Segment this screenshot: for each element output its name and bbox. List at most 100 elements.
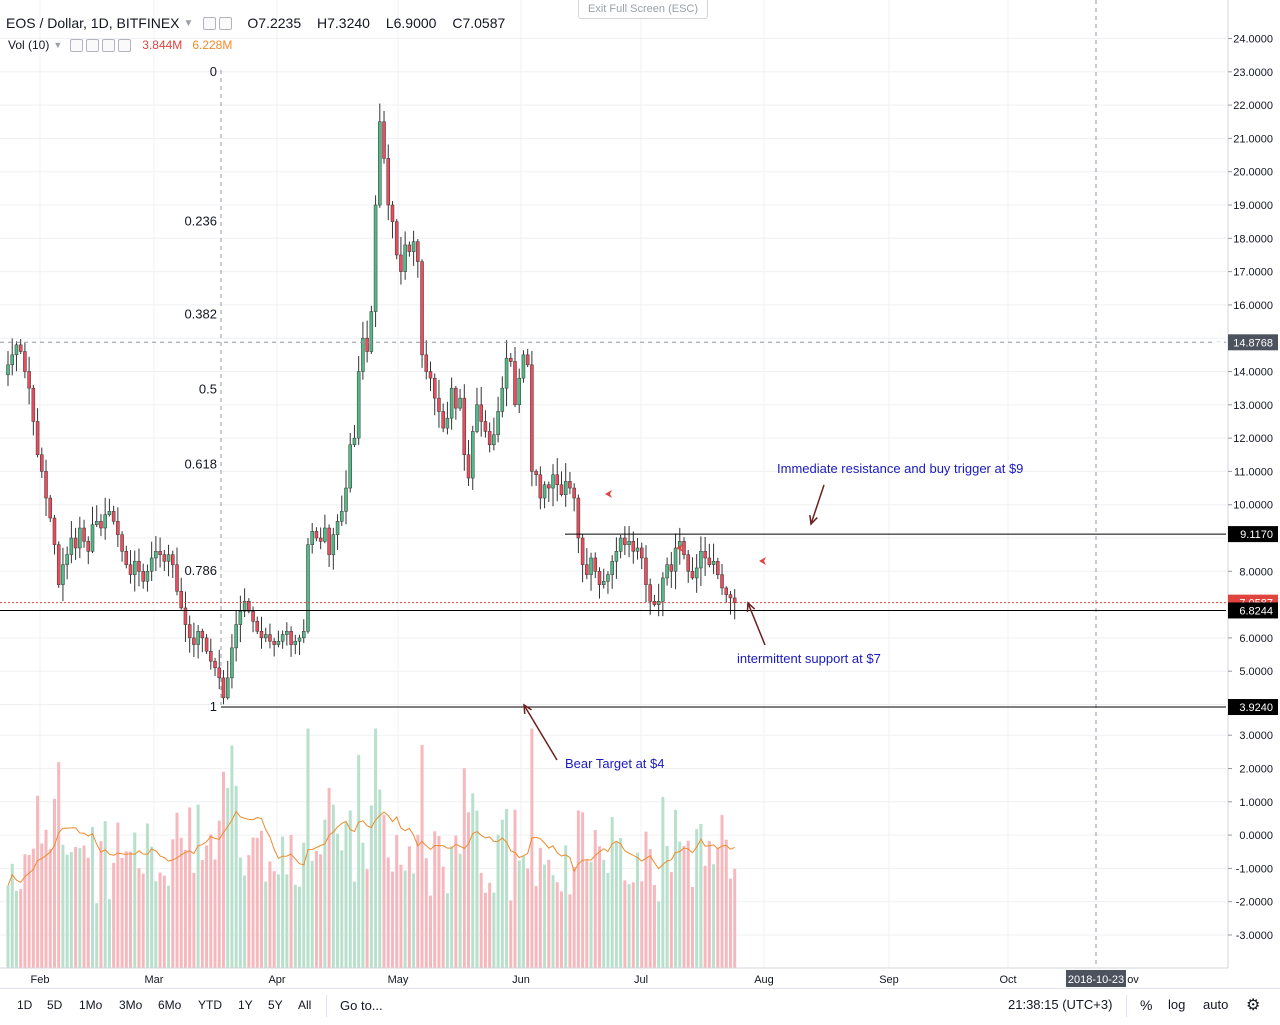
timeframe-ytd[interactable]: YTD [198,998,222,1012]
x-tick-label: Sep [879,974,899,986]
x-tick-label: Aug [754,974,774,986]
volume-bar [276,874,280,968]
volume-bar [572,867,576,968]
crosshair-price-tag: 14.8768 [1233,337,1273,349]
crosshair-price-tag-bg [1228,334,1278,351]
volume-bar [716,847,720,968]
price-chart[interactable]: 0 0.236 0.382 0.5 0.618 0.786 1 Immediate resis… [0,0,1280,988]
x-tick-label: Jul [634,974,648,986]
percent-toggle[interactable]: % [1140,997,1153,1013]
volume-bar [243,875,247,968]
fib-level-label: 0 [210,64,217,79]
volume-bar [217,820,221,968]
timeframe-5y[interactable]: 5Y [268,998,283,1012]
settings-icon[interactable] [86,38,100,52]
volume-ma-line [7,810,735,886]
plus-icon[interactable] [102,38,116,52]
candle-body [145,571,150,582]
candle-body [487,431,492,446]
candle-body [483,421,488,432]
volume-bar [695,829,699,968]
candle-body [394,221,399,256]
volume-bar [145,823,149,968]
volume-bar [703,865,707,968]
candle-body [618,537,623,552]
eye-icon[interactable] [203,16,217,30]
timeframe-1y[interactable]: 1Y [238,998,253,1012]
timeframe-6mo[interactable]: 6Mo [158,998,182,1012]
volume-bar [91,827,94,968]
y-tick-label: -2.0000 [1236,897,1273,909]
candle-body [665,564,669,579]
volume-bar [661,796,665,968]
candle-body [348,444,352,489]
volume-bar [272,871,276,968]
volume-bar [416,834,420,968]
volume-bar [36,795,40,968]
volume-bar [200,859,204,968]
exit-fullscreen-button[interactable]: Exit Full Screen (ESC) [578,0,708,19]
candle-body [124,551,129,565]
volume-bar [589,861,593,968]
eye-icon[interactable] [70,38,84,52]
volume-bar [133,832,137,968]
chevron-down-icon[interactable]: ▼ [53,40,63,50]
candle-body [479,404,483,422]
volume-label[interactable]: Vol (10) [8,38,50,52]
y-tick-label: 8.0000 [1239,566,1273,578]
close-icon[interactable] [118,38,132,52]
candle-body [509,357,513,362]
candle-body [462,397,467,456]
volume-bar [103,821,107,968]
auto-toggle[interactable]: auto [1203,997,1229,1012]
volume-bar [509,900,513,968]
volume-bar [137,868,141,968]
candle-body [606,574,610,582]
candle-body [335,521,340,535]
candles [6,103,737,705]
candle-body [411,241,416,252]
candle-body [103,514,107,529]
gear-icon[interactable]: ⚙ [1246,997,1261,1014]
timeframe-1d[interactable]: 1D [17,998,33,1012]
candle-body [276,640,281,645]
volume-bar [61,844,65,968]
volume-bar [479,872,483,968]
divider [326,995,327,1017]
timeframe-3mo[interactable]: 3Mo [119,998,143,1012]
volume-bar [196,804,200,968]
y-tick-label: 20.0000 [1233,167,1273,179]
candle-body [466,454,471,479]
candle-body [458,397,462,409]
volume-bar [78,848,82,968]
candle-body [221,677,226,699]
y-tick-label: 10.0000 [1233,500,1273,512]
volume-bar [467,812,471,968]
volume-bar [555,882,559,968]
timeframe-all[interactable]: All [298,998,312,1012]
settings-icon[interactable] [219,16,233,30]
volume-bar [306,728,310,968]
timeframe-5d[interactable]: 5D [47,998,63,1012]
volume-bar [581,812,585,968]
candle-body [69,537,74,555]
y-tick-label: 17.0000 [1233,267,1273,279]
volume-bar [365,869,369,968]
log-toggle[interactable]: log [1168,997,1186,1012]
arrow-support [747,602,766,646]
candle-body [576,497,581,539]
candle-body [297,637,302,642]
timeframe-1mo[interactable]: 1Mo [79,998,103,1012]
goto-button[interactable]: Go to... [340,998,383,1013]
symbol-title[interactable]: EOS / Dollar, 1D, BITFINEX [6,15,180,31]
volume-bar [10,863,14,968]
volume-bar [699,823,703,968]
volume-bar [450,846,454,968]
volume-bar [74,846,78,968]
candle-body [251,611,255,622]
candle-body [471,431,475,479]
y-tick-label: 3.0000 [1239,730,1273,742]
chevron-down-icon[interactable]: ▼ [183,17,194,29]
candle-body [661,577,665,602]
y-tick-label: 0.0000 [1239,830,1273,842]
